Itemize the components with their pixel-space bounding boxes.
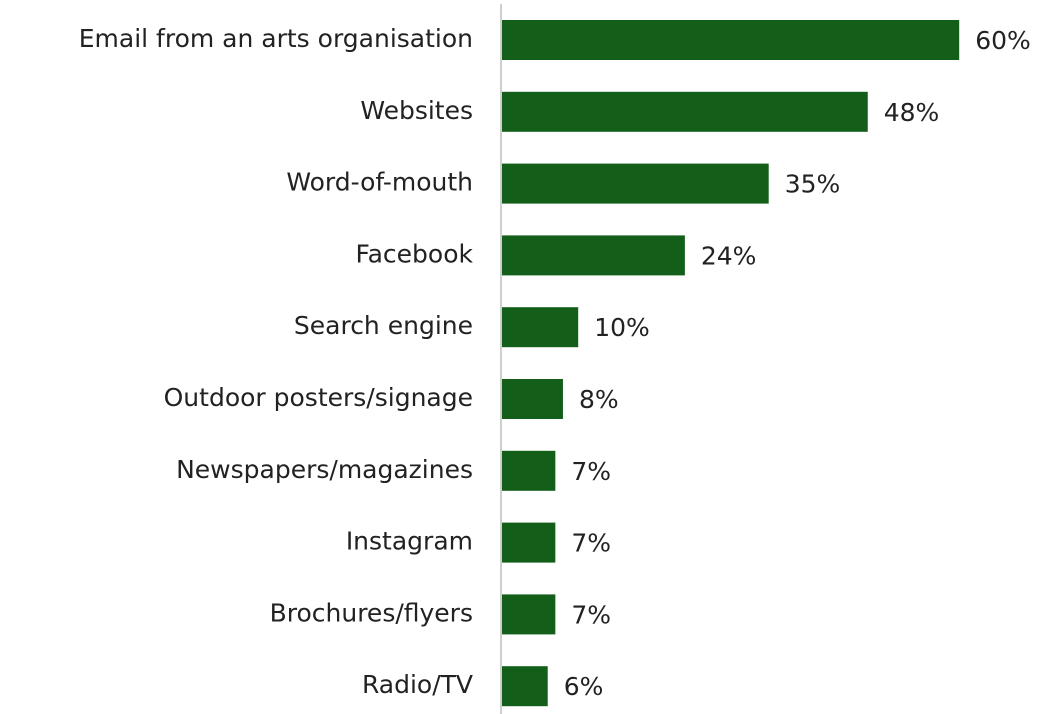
bar	[502, 450, 556, 491]
bar	[502, 20, 960, 60]
bar	[502, 594, 556, 635]
category-label: Newspapers/magazines	[176, 455, 473, 484]
bar	[502, 522, 556, 563]
value-label: 35%	[785, 170, 841, 199]
category-label: Brochures/flyers	[270, 598, 473, 627]
bar	[502, 91, 868, 132]
category-label: Websites	[360, 96, 473, 125]
value-label: 6%	[564, 672, 604, 701]
value-label: 48%	[884, 98, 940, 127]
value-label: 8%	[579, 385, 619, 414]
category-label: Email from an arts organisation	[79, 24, 473, 53]
category-label: Search engine	[294, 311, 473, 340]
value-label: 10%	[594, 313, 650, 342]
bar	[502, 666, 548, 707]
bar	[502, 163, 769, 204]
category-label: Instagram	[346, 527, 473, 556]
bar	[502, 307, 579, 348]
value-label: 24%	[701, 241, 757, 270]
category-label: Word-of-mouth	[286, 168, 473, 197]
category-label: Outdoor posters/signage	[164, 383, 473, 412]
bar	[502, 379, 563, 419]
category-label: Facebook	[356, 239, 474, 268]
bar	[502, 235, 685, 276]
value-label: 7%	[571, 529, 611, 558]
category-label: Radio/TV	[362, 670, 473, 699]
value-label: 7%	[571, 600, 611, 629]
value-label: 60%	[975, 26, 1031, 55]
value-label: 7%	[571, 457, 611, 486]
